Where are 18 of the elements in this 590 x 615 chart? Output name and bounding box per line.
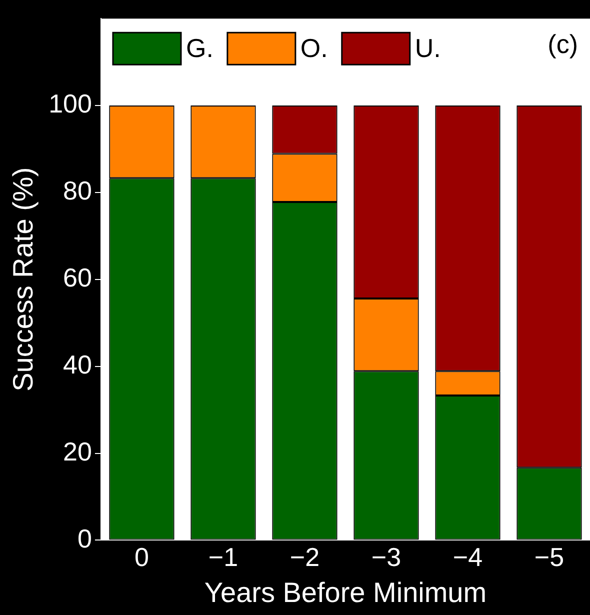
y-tick-label: 80 — [63, 176, 92, 206]
y-tick-label: 100 — [48, 88, 92, 119]
x-tick-label: −4 — [452, 542, 483, 572]
x-tick-label: −5 — [534, 542, 564, 572]
legend-label: G. — [186, 32, 214, 63]
annotation: (c) — [548, 28, 578, 59]
x-tick-label: −3 — [371, 542, 402, 572]
y-tick-label: 60 — [63, 262, 92, 293]
y-tick-label: 0 — [78, 523, 92, 554]
legend-label: O. — [300, 32, 328, 63]
y-axis-title: Success Rate (%) — [8, 167, 39, 392]
y-tick-label: 20 — [63, 436, 92, 466]
legend-label: U. — [414, 32, 441, 63]
x-tick-label: 0 — [134, 542, 149, 572]
x-tick-label: −1 — [208, 542, 238, 572]
x-tick-label: −2 — [290, 542, 320, 572]
y-tick-label: 40 — [63, 350, 92, 380]
x-axis-title: Years Before Minimum — [204, 576, 487, 608]
